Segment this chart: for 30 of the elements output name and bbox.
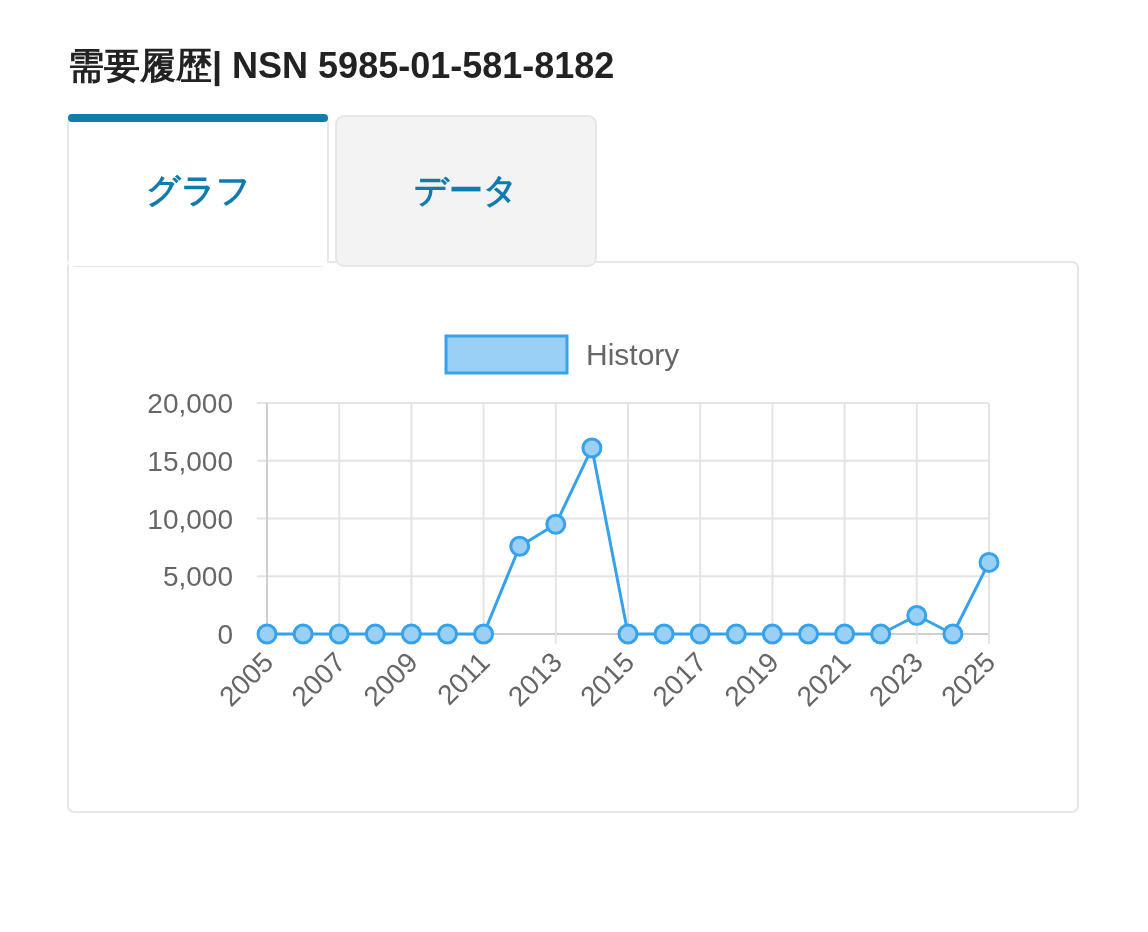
point — [473, 623, 495, 645]
point — [761, 623, 783, 645]
text: データ — [414, 171, 518, 209]
y-tick-label: 5,000 — [162, 561, 233, 593]
point — [942, 623, 964, 645]
point — [509, 535, 531, 557]
chart-title: 需要履歴| NSN 5985-01-581-8182 — [68, 45, 615, 87]
point — [978, 551, 1000, 573]
point — [292, 623, 314, 645]
y-tick-label: 15,000 — [147, 445, 233, 477]
point — [581, 437, 603, 459]
point — [798, 623, 819, 645]
text: グラフ — [145, 171, 251, 209]
point — [725, 623, 747, 645]
point — [617, 623, 639, 645]
y-tick-label: 10,000 — [147, 503, 233, 535]
point — [400, 623, 422, 645]
point — [364, 623, 386, 645]
point — [328, 623, 350, 645]
point — [906, 605, 928, 627]
y-tick-label: 0 — [217, 619, 233, 650]
point — [689, 623, 711, 645]
point — [437, 623, 458, 645]
point — [545, 513, 567, 535]
point — [653, 623, 675, 645]
legend-label: History — [586, 338, 680, 371]
point — [870, 623, 892, 645]
point — [256, 623, 278, 645]
point — [834, 623, 856, 645]
y-tick-label: 20,000 — [147, 388, 233, 419]
